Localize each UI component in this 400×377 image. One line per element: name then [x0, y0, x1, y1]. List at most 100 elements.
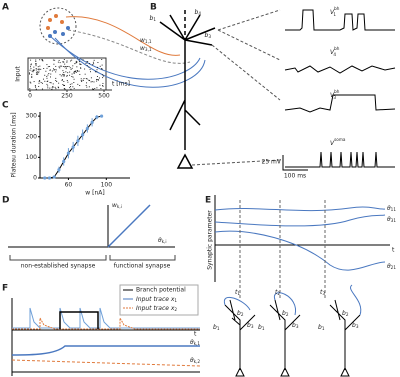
- spike: [65, 68, 67, 70]
- trace-label: Vsoma: [330, 137, 346, 147]
- spike: [46, 81, 48, 82]
- label-base: b: [213, 324, 217, 331]
- label-base: θ: [190, 357, 194, 364]
- spike: [89, 80, 91, 82]
- spike: [53, 69, 55, 71]
- spike: [92, 64, 94, 66]
- spike: [51, 87, 53, 89]
- data-point: [66, 151, 71, 155]
- spike: [35, 69, 37, 71]
- spike: [96, 78, 98, 80]
- spike: [96, 71, 98, 73]
- spike: [80, 67, 82, 69]
- branch-label: b1: [213, 324, 220, 332]
- data-point: [81, 133, 85, 137]
- spike: [43, 68, 45, 69]
- spike: [51, 88, 53, 90]
- label-base: t: [275, 289, 278, 296]
- label-sub: 2: [346, 312, 349, 317]
- spike: [85, 78, 87, 80]
- spike: [35, 59, 37, 61]
- spike: [63, 84, 65, 86]
- label-sub: 1: [262, 326, 265, 331]
- label-sup: bh: [334, 6, 340, 11]
- spike: [91, 88, 93, 90]
- panel-label: B: [150, 3, 157, 13]
- spike: [97, 66, 99, 68]
- spike: [29, 81, 31, 83]
- spike: [66, 80, 68, 81]
- input-neuron: [46, 26, 50, 30]
- spike: [72, 65, 74, 67]
- spike: [63, 72, 65, 73]
- branch-label: b3: [247, 322, 254, 330]
- label-sub: 3: [333, 95, 336, 100]
- spike: [39, 59, 41, 61]
- spike: [72, 86, 74, 88]
- spike: [63, 74, 65, 76]
- label-base: b: [342, 310, 346, 317]
- spike: [58, 66, 60, 68]
- time-label: t2: [275, 289, 280, 297]
- spike: [70, 68, 72, 70]
- spike: [73, 82, 75, 83]
- panel-label: E: [205, 196, 211, 206]
- series-label: θk,1: [190, 339, 200, 347]
- spike: [47, 80, 49, 82]
- spike: [68, 66, 70, 67]
- input-neuron: [53, 30, 57, 34]
- spike: [49, 87, 51, 89]
- label-sub: 4: [333, 52, 336, 57]
- spike: [102, 85, 104, 87]
- axis-label: w [nA]: [85, 190, 104, 197]
- spike: [52, 86, 54, 88]
- label-sup: bh: [334, 89, 340, 94]
- axis-label: Plateau duration [ms]: [11, 112, 18, 177]
- branch-label: b4: [195, 9, 202, 17]
- series-label: θ31: [387, 216, 396, 224]
- spike: [46, 75, 48, 77]
- spike: [55, 80, 57, 81]
- label-base: V: [330, 9, 335, 16]
- spike: [71, 76, 73, 77]
- spike: [30, 63, 32, 65]
- label-sub: k,i: [117, 204, 122, 209]
- spike: [59, 74, 61, 76]
- tick-label: 300: [26, 113, 38, 120]
- spike: [64, 66, 66, 67]
- spike: [101, 68, 103, 70]
- data-point: [57, 168, 61, 172]
- axis-label: t [ms]: [112, 81, 130, 88]
- spike: [37, 68, 39, 70]
- spike: [60, 75, 62, 77]
- label-base: θ: [158, 237, 162, 244]
- spike: [101, 68, 103, 69]
- spike: [73, 71, 75, 73]
- spike: [46, 77, 48, 79]
- spike: [47, 87, 49, 89]
- label-sub: 11: [391, 207, 397, 212]
- spike: [99, 65, 101, 67]
- spike: [67, 72, 69, 74]
- spike: [37, 66, 39, 68]
- spike: [69, 87, 71, 89]
- spike: [71, 73, 73, 75]
- spike: [35, 63, 37, 65]
- input-neuron: [60, 20, 64, 24]
- label-base: θ: [387, 216, 391, 223]
- branch-label: b2: [282, 310, 289, 318]
- spike: [50, 76, 52, 78]
- spike: [29, 88, 31, 90]
- label-sub: 1: [217, 326, 220, 331]
- spike: [71, 59, 73, 61]
- tick-label: 100: [101, 182, 113, 189]
- spike: [38, 68, 40, 70]
- spike: [66, 66, 68, 67]
- label-sub: 3: [251, 324, 254, 329]
- spike: [58, 87, 60, 89]
- spike: [47, 66, 49, 68]
- panel-label: D: [2, 196, 9, 206]
- label-base: θ: [190, 339, 194, 346]
- label-sub: k,1: [194, 341, 201, 346]
